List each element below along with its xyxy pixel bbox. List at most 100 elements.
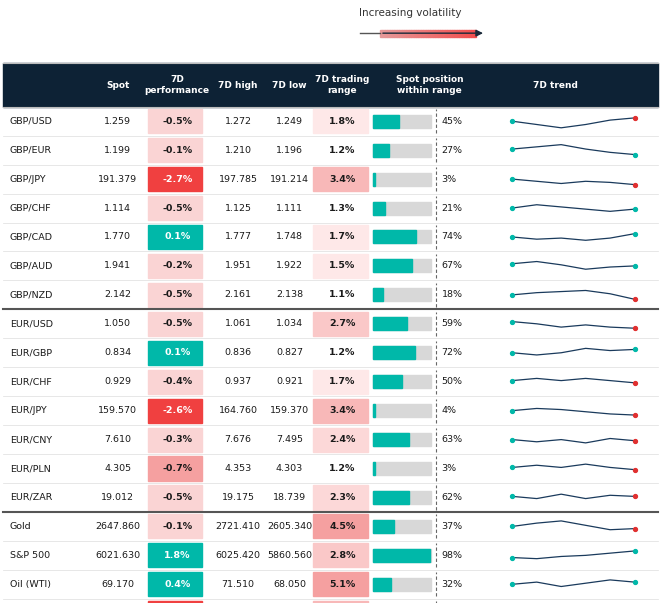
Bar [313,456,368,481]
Text: 68.050: 68.050 [273,580,306,589]
Text: 5860.560: 5860.560 [267,551,312,560]
Bar [148,167,202,191]
Text: S&P 500: S&P 500 [10,551,50,560]
Text: 6025.420: 6025.420 [215,551,260,560]
Bar [373,346,431,359]
Text: 21%: 21% [442,204,463,212]
Text: EUR/CNY: EUR/CNY [10,435,52,444]
Text: 7.610: 7.610 [104,435,131,444]
Bar [373,375,402,388]
Bar [373,230,416,244]
Bar [467,30,469,37]
Bar [148,456,202,481]
Text: 18.739: 18.739 [273,493,306,502]
Bar [373,578,431,591]
Bar [459,30,461,37]
Bar [3,454,658,483]
Bar [313,428,368,452]
Text: 1.777: 1.777 [225,233,251,241]
Bar [148,196,202,220]
Text: 1.5%: 1.5% [329,262,356,270]
Bar [399,30,402,37]
Text: -0.1%: -0.1% [162,146,192,154]
Bar [373,462,375,475]
Text: 0.1%: 0.1% [164,349,190,357]
Text: 63%: 63% [442,435,463,444]
Text: 1.951: 1.951 [225,262,251,270]
Text: 5.1%: 5.1% [329,580,356,589]
Bar [428,30,430,37]
Bar [373,172,375,186]
Text: GBP/JPY: GBP/JPY [10,175,46,183]
Text: 4.5%: 4.5% [329,522,356,531]
Bar [3,425,658,454]
Text: EUR/PLN: EUR/PLN [10,464,51,473]
Text: 32%: 32% [442,580,463,589]
Text: 1.272: 1.272 [225,117,251,125]
Bar [3,107,658,136]
Text: 72%: 72% [442,349,463,357]
Text: 0.836: 0.836 [224,349,252,357]
Bar [395,30,397,37]
Bar [3,136,658,165]
Text: Spot position
within range: Spot position within range [396,75,463,95]
Text: 191.379: 191.379 [98,175,137,183]
Text: 2.7%: 2.7% [329,320,356,328]
Bar [148,514,202,538]
Bar [313,283,368,307]
Text: 67%: 67% [442,262,463,270]
Bar [148,399,202,423]
Text: 1.111: 1.111 [276,204,303,212]
Bar [471,30,473,37]
Bar [148,312,202,336]
Text: 59%: 59% [442,320,463,328]
Text: 2.4%: 2.4% [329,435,356,444]
Text: 6021.630: 6021.630 [95,551,140,560]
Bar [148,254,202,278]
Text: EUR/USD: EUR/USD [10,320,53,328]
Bar [313,514,368,538]
Text: 74%: 74% [442,233,463,241]
Bar [313,572,368,596]
Bar [313,399,368,423]
Text: 164.760: 164.760 [218,406,258,415]
Bar [313,254,368,278]
Bar [3,223,658,251]
Text: 1.8%: 1.8% [164,551,190,560]
Text: 1.2%: 1.2% [329,464,356,473]
Text: 1.1%: 1.1% [329,291,356,299]
Text: GBP/NZD: GBP/NZD [10,291,54,299]
Text: -2.7%: -2.7% [162,175,192,183]
Bar [148,283,202,307]
Text: 1.748: 1.748 [276,233,303,241]
Bar [373,462,431,475]
Bar [426,30,428,37]
Text: 2647.860: 2647.860 [95,522,140,531]
Bar [408,30,411,37]
Text: 7.495: 7.495 [276,435,303,444]
Bar [373,317,431,330]
Text: 1.259: 1.259 [104,117,131,125]
Text: 1.3%: 1.3% [329,204,356,212]
Bar [373,404,375,417]
Text: -0.5%: -0.5% [162,204,192,212]
Text: -0.5%: -0.5% [162,117,192,125]
Text: 19.175: 19.175 [221,493,254,502]
Text: 50%: 50% [442,377,463,386]
Text: 4%: 4% [442,406,457,415]
Bar [373,201,431,215]
Text: 3.4%: 3.4% [329,406,356,415]
Bar [373,144,389,157]
Bar [373,520,431,533]
Text: Gold: Gold [10,522,32,531]
Bar [148,370,202,394]
Bar [148,341,202,365]
Text: 0.827: 0.827 [276,349,303,357]
Bar [373,115,431,128]
Bar [148,543,202,567]
Bar [373,288,431,302]
Bar [373,520,395,533]
Bar [423,30,426,37]
Text: Increasing volatility: Increasing volatility [358,8,461,18]
Text: 2.8%: 2.8% [329,551,356,560]
